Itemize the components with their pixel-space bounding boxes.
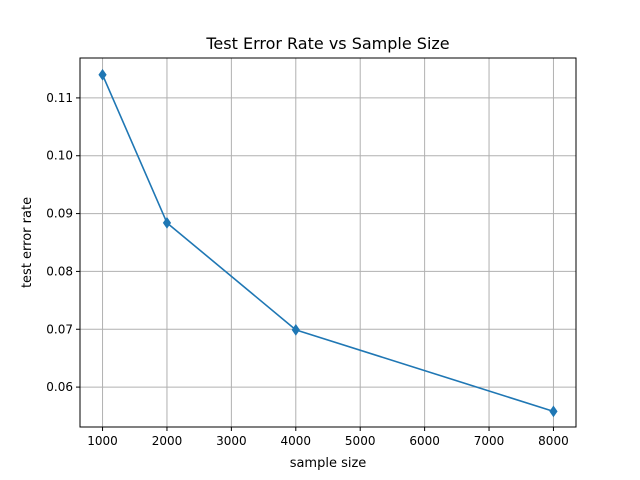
- data-point: [549, 405, 558, 418]
- grid: [80, 58, 576, 427]
- x-tick-label: 3000: [216, 434, 247, 448]
- y-tick-label: 0.10: [46, 149, 73, 163]
- x-tick-label: 4000: [281, 434, 312, 448]
- x-tick-label: 6000: [409, 434, 440, 448]
- y-axis: 0.06 0.07 0.08 0.09 0.10 0.11: [46, 91, 80, 394]
- x-axis-label: sample size: [290, 456, 367, 471]
- series-layer: [98, 68, 558, 418]
- x-tick-label: 1000: [87, 434, 118, 448]
- y-tick-label: 0.09: [46, 207, 73, 221]
- y-tick-label: 0.06: [46, 380, 73, 394]
- x-axis: 1000 2000 3000 4000 5000 6000 7000 8000: [87, 427, 569, 448]
- y-tick-label: 0.11: [46, 91, 73, 105]
- data-point: [162, 216, 172, 229]
- data-point: [291, 323, 300, 336]
- x-tick-label: 5000: [345, 434, 376, 448]
- y-tick-label: 0.07: [46, 322, 73, 336]
- x-tick-label: 8000: [538, 434, 569, 448]
- series-line: [101, 73, 555, 413]
- y-axis-label: test error rate: [20, 197, 35, 288]
- x-tick-label: 2000: [152, 434, 183, 448]
- chart-title: Test Error Rate vs Sample Size: [205, 34, 449, 53]
- x-tick-label: 7000: [474, 434, 505, 448]
- y-tick-label: 0.08: [46, 264, 73, 278]
- data-point: [98, 68, 107, 81]
- axes-frame: [79, 57, 577, 428]
